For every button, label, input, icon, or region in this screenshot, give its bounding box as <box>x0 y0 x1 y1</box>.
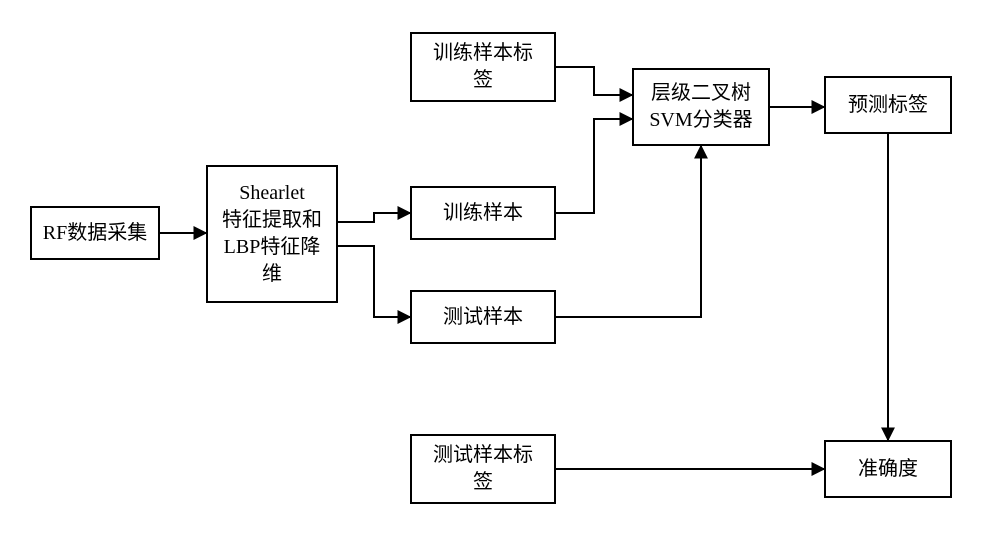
edge-train_lbl-to-svm <box>556 67 632 95</box>
node-svm-classifier: 层级二叉树 SVM分类器 <box>632 68 770 146</box>
node-train-label: 训练样本标 签 <box>410 32 556 102</box>
node-label: 预测标签 <box>848 92 928 119</box>
node-label: 层级二叉树 SVM分类器 <box>649 80 752 134</box>
node-label: 测试样本 <box>443 304 523 331</box>
node-train-sample: 训练样本 <box>410 186 556 240</box>
node-shearlet-lbp: Shearlet 特征提取和 LBP特征降 维 <box>206 165 338 303</box>
node-label: 训练样本 <box>443 200 523 227</box>
node-test-sample: 测试样本 <box>410 290 556 344</box>
node-accuracy: 准确度 <box>824 440 952 498</box>
edge-test-to-svm <box>556 146 701 317</box>
node-predicted-label: 预测标签 <box>824 76 952 134</box>
node-label: Shearlet 特征提取和 LBP特征降 维 <box>222 180 322 288</box>
edge-shearlet-to-train <box>338 213 410 222</box>
flowchart-canvas: RF数据采集 Shearlet 特征提取和 LBP特征降 维 训练样本标 签 训… <box>0 0 1000 556</box>
node-test-label: 测试样本标 签 <box>410 434 556 504</box>
node-label: 准确度 <box>858 456 918 483</box>
node-label: 测试样本标 签 <box>433 442 533 496</box>
edge-train-to-svm <box>556 119 632 213</box>
node-rf-data-collection: RF数据采集 <box>30 206 160 260</box>
edge-shearlet-to-test <box>338 246 410 317</box>
node-label: 训练样本标 签 <box>433 40 533 94</box>
node-label: RF数据采集 <box>43 220 147 247</box>
